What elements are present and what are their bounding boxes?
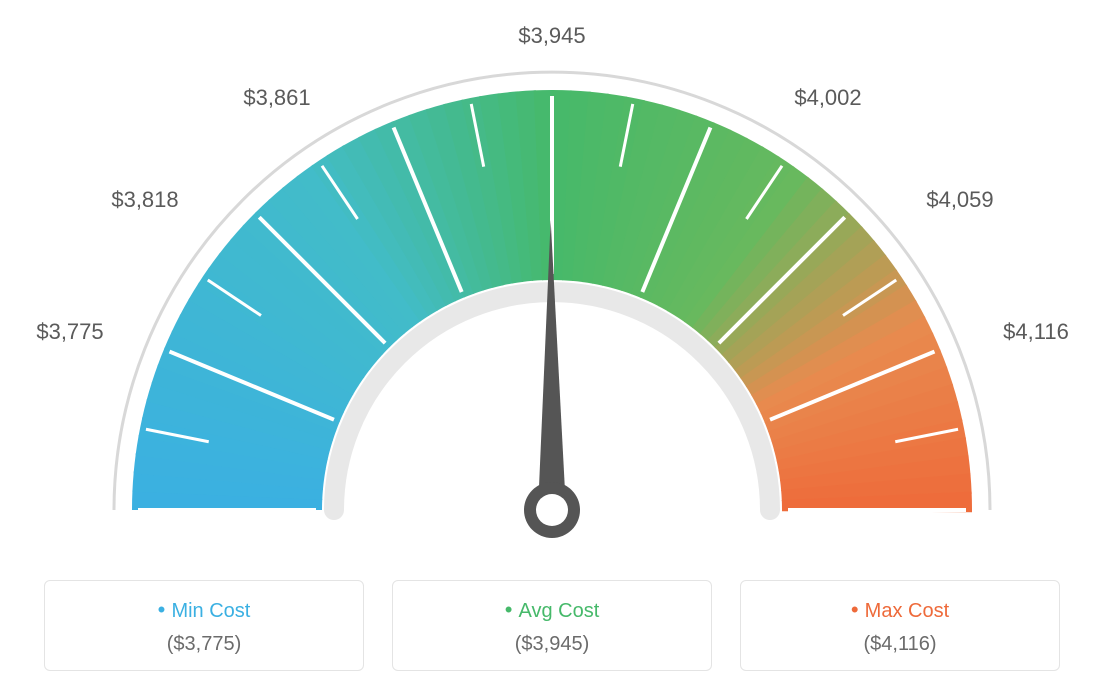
legend-card-min: Min Cost ($3,775) (44, 580, 364, 671)
legend-row: Min Cost ($3,775) Avg Cost ($3,945) Max … (20, 580, 1084, 671)
gauge-chart: $3,775 $3,818 $3,861 $3,945 $4,002 $4,059 $4,1… (22, 20, 1082, 560)
legend-card-max: Max Cost ($4,116) (740, 580, 1060, 671)
legend-value-max: ($4,116) (751, 633, 1049, 656)
gauge-tick-label: $4,116 (1003, 319, 1069, 345)
gauge-tick-label: $3,818 (111, 187, 178, 213)
legend-value-min: ($3,775) (55, 633, 353, 656)
gauge-tick-label: $3,861 (243, 85, 310, 111)
legend-title-min: Min Cost (55, 597, 353, 623)
gauge-tick-label: $4,059 (926, 187, 993, 213)
legend-card-avg: Avg Cost ($3,945) (392, 580, 712, 671)
legend-title-avg: Avg Cost (403, 597, 701, 623)
legend-value-avg: ($3,945) (403, 633, 701, 656)
gauge-svg (22, 20, 1082, 560)
gauge-tick-label: $3,945 (518, 23, 585, 49)
gauge-tick-label: $4,002 (794, 85, 861, 111)
gauge-tick-label: $3,775 (36, 319, 103, 345)
legend-title-max: Max Cost (751, 597, 1049, 623)
